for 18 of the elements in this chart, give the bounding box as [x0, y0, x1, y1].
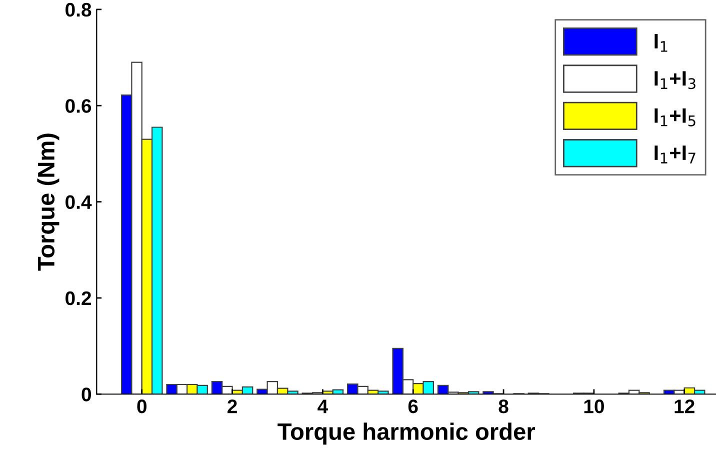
x-tick-label: 2 [228, 399, 237, 414]
y-tick-label: 0 [82, 388, 92, 402]
x-tick-label: 0 [137, 399, 146, 414]
x-tick-label: 12 [674, 399, 694, 414]
y-tick-label: 0.4 [66, 195, 92, 210]
x-tick-label: 4 [318, 400, 328, 414]
x-tick-label: 6 [408, 399, 418, 414]
y-tick-label: 0.6 [66, 99, 92, 113]
legend-label: I$_{1}$+I$_{3}$ [654, 71, 696, 90]
x-tick-label: 8 [498, 399, 508, 414]
x-axis-title: Torque harmonic order [278, 422, 535, 445]
legend-label: I$_{1}$ [654, 34, 668, 52]
x-tick-label: 10 [584, 399, 604, 414]
legend-label: I$_{1}$+I$_{5}$ [654, 108, 696, 126]
y-tick-label: 0.2 [66, 291, 92, 306]
legend-label: I$_{1}$+I$_{7}$ [654, 146, 696, 164]
y-tick-label: 0.8 [66, 2, 92, 17]
y-axis-title: Torque (Nm) [37, 134, 60, 271]
